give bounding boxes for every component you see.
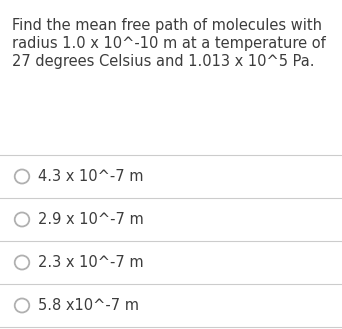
- Text: 2.9 x 10^-7 m: 2.9 x 10^-7 m: [38, 212, 144, 227]
- Text: radius 1.0 x 10^-10 m at a temperature of: radius 1.0 x 10^-10 m at a temperature o…: [12, 36, 326, 51]
- Text: 2.3 x 10^-7 m: 2.3 x 10^-7 m: [38, 255, 144, 270]
- Text: 5.8 x10^-7 m: 5.8 x10^-7 m: [38, 298, 139, 313]
- Text: 27 degrees Celsius and 1.013 x 10^5 Pa.: 27 degrees Celsius and 1.013 x 10^5 Pa.: [12, 54, 315, 69]
- Text: Find the mean free path of molecules with: Find the mean free path of molecules wit…: [12, 18, 322, 33]
- Text: 4.3 x 10^-7 m: 4.3 x 10^-7 m: [38, 169, 144, 184]
